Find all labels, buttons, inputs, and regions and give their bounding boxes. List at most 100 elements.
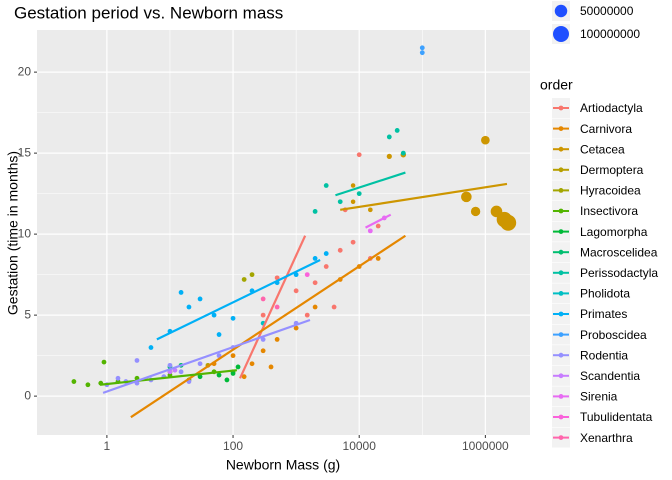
legend-point: [558, 332, 564, 337]
legend-point: [558, 167, 564, 173]
data-point: [241, 374, 247, 380]
data-point: [115, 375, 121, 381]
legend-point: [558, 270, 564, 276]
data-point: [230, 315, 236, 321]
legend-label: 50000000: [580, 4, 634, 18]
data-point: [274, 275, 280, 281]
data-point: [71, 379, 77, 384]
y-tick-label: 15: [18, 145, 32, 159]
legend-label: Dermoptera: [580, 163, 644, 177]
legend-point: [558, 414, 564, 420]
data-point: [323, 183, 329, 188]
legend-label: Proboscidea: [580, 328, 647, 342]
data-point: [293, 325, 299, 331]
data-point: [367, 207, 373, 213]
data-point: [178, 290, 184, 295]
data-point: [211, 312, 217, 318]
data-point: [148, 345, 154, 350]
data-point: [216, 372, 222, 378]
size-legend-point: [553, 26, 569, 42]
data-point: [260, 348, 266, 354]
data-point: [197, 296, 203, 302]
data-point: [312, 280, 318, 286]
data-point: [461, 191, 472, 203]
data-point: [400, 150, 406, 156]
legend-label: Tubulidentata: [580, 410, 653, 424]
chart-title: Gestation period vs. Newborn mass: [14, 3, 283, 22]
legend-label: 100000000: [580, 27, 640, 41]
data-point: [304, 312, 310, 318]
data-point: [293, 288, 299, 294]
legend-point: [558, 146, 564, 152]
fit-line: [335, 171, 406, 197]
legend-label: Insectivora: [580, 204, 638, 218]
y-tick-label: 10: [18, 226, 32, 240]
legend-title: order: [540, 77, 573, 93]
legend-point: [558, 105, 564, 111]
data-point: [249, 272, 255, 278]
size-legend-point: [554, 4, 568, 18]
legend-point: [558, 208, 564, 214]
data-point: [350, 239, 356, 245]
fit-line: [239, 235, 307, 379]
data-point: [323, 251, 329, 256]
data-point: [241, 277, 247, 282]
data-point: [375, 223, 381, 229]
data-point: [224, 377, 230, 383]
data-point: [312, 209, 318, 214]
data-point: [101, 359, 107, 365]
data-point: [312, 256, 318, 261]
fit-line: [156, 259, 321, 341]
data-point: [260, 312, 266, 318]
data-point: [167, 362, 173, 368]
plot-panel: [37, 30, 530, 435]
data-point: [356, 191, 362, 197]
data-point: [312, 304, 318, 310]
data-point: [386, 134, 392, 140]
legend-label: Carnivora: [580, 122, 632, 136]
legend-point: [558, 373, 564, 379]
data-point: [500, 214, 517, 231]
legend-point: [558, 126, 564, 131]
x-tick-label: 1: [104, 439, 111, 453]
data-point: [216, 332, 222, 337]
data-point: [230, 371, 236, 376]
legend-label: Lagomorpha: [580, 225, 648, 239]
data-point: [419, 45, 425, 51]
data-point: [337, 247, 343, 253]
data-point: [268, 364, 274, 370]
data-point: [197, 374, 203, 380]
legend-point: [558, 229, 564, 235]
data-point: [481, 135, 490, 145]
data-point: [350, 199, 356, 204]
data-point: [249, 361, 255, 367]
data-point: [386, 153, 392, 159]
legend-label: Sirenia: [580, 390, 618, 404]
x-tick-label: 100: [223, 439, 243, 453]
data-point: [85, 382, 91, 388]
data-point: [394, 128, 400, 133]
data-point: [274, 304, 280, 310]
legend-label: Xenarthra: [580, 431, 633, 445]
x-tick-label: 1000000: [462, 439, 509, 453]
data-point: [337, 199, 343, 205]
legend-label: Hyracoidea: [580, 184, 641, 198]
data-point: [260, 337, 266, 342]
legend-point: [558, 352, 564, 358]
legend-point: [558, 311, 564, 317]
data-point: [134, 358, 140, 363]
y-tick-label: 5: [24, 307, 31, 321]
y-tick-label: 0: [24, 388, 31, 402]
data-point: [197, 361, 203, 367]
data-point: [356, 152, 362, 158]
data-point: [350, 183, 356, 188]
fit-line: [130, 234, 407, 419]
fit-line: [102, 318, 311, 394]
legend-point: [558, 291, 564, 296]
data-point: [323, 264, 329, 269]
legend-label: Rodentia: [580, 348, 628, 362]
data-point: [419, 50, 425, 56]
y-axis-label: Gestation (time in months): [5, 151, 21, 315]
legend-label: Cetacea: [580, 142, 625, 156]
